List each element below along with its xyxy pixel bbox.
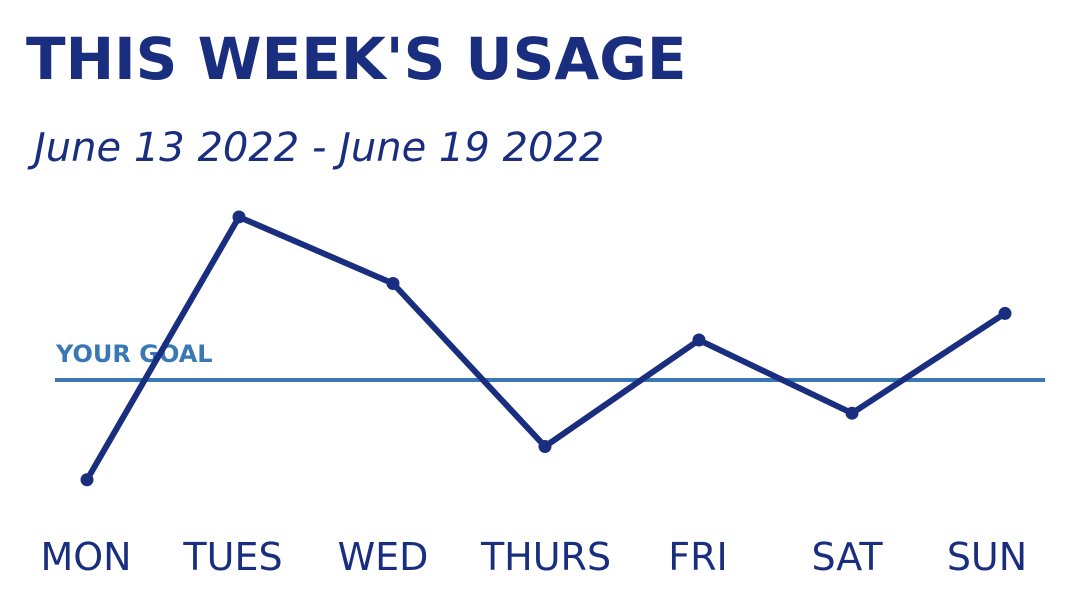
usage-series: [80, 210, 1012, 487]
goal-group: YOUR GOAL: [55, 340, 1045, 382]
x-tick-label-mon: MON: [40, 535, 131, 579]
x-tick-label-wed: WED: [338, 535, 429, 579]
data-point-sun: [998, 306, 1012, 320]
x-tick-label-tues: TUES: [182, 535, 282, 579]
chart-subtitle: June 13 2022 - June 19 2022: [34, 125, 605, 171]
x-tick-label-fri: FRI: [668, 535, 727, 579]
data-point-sat: [845, 406, 859, 420]
data-point-thurs: [538, 439, 552, 453]
chart-title: THIS WEEK'S USAGE: [26, 25, 687, 93]
data-point-tues: [232, 210, 246, 224]
goal-label: YOUR GOAL: [55, 340, 213, 368]
x-tick-label-thurs: THURS: [480, 535, 611, 579]
x-tick-label-sun: SUN: [947, 535, 1027, 579]
x-tick-label-sat: SAT: [811, 535, 883, 579]
data-point-wed: [386, 276, 400, 290]
data-point-fri: [692, 333, 706, 347]
x-axis-labels: MON TUES WED THURS FRI SAT SUN: [40, 535, 1027, 579]
data-point-mon: [80, 473, 94, 487]
